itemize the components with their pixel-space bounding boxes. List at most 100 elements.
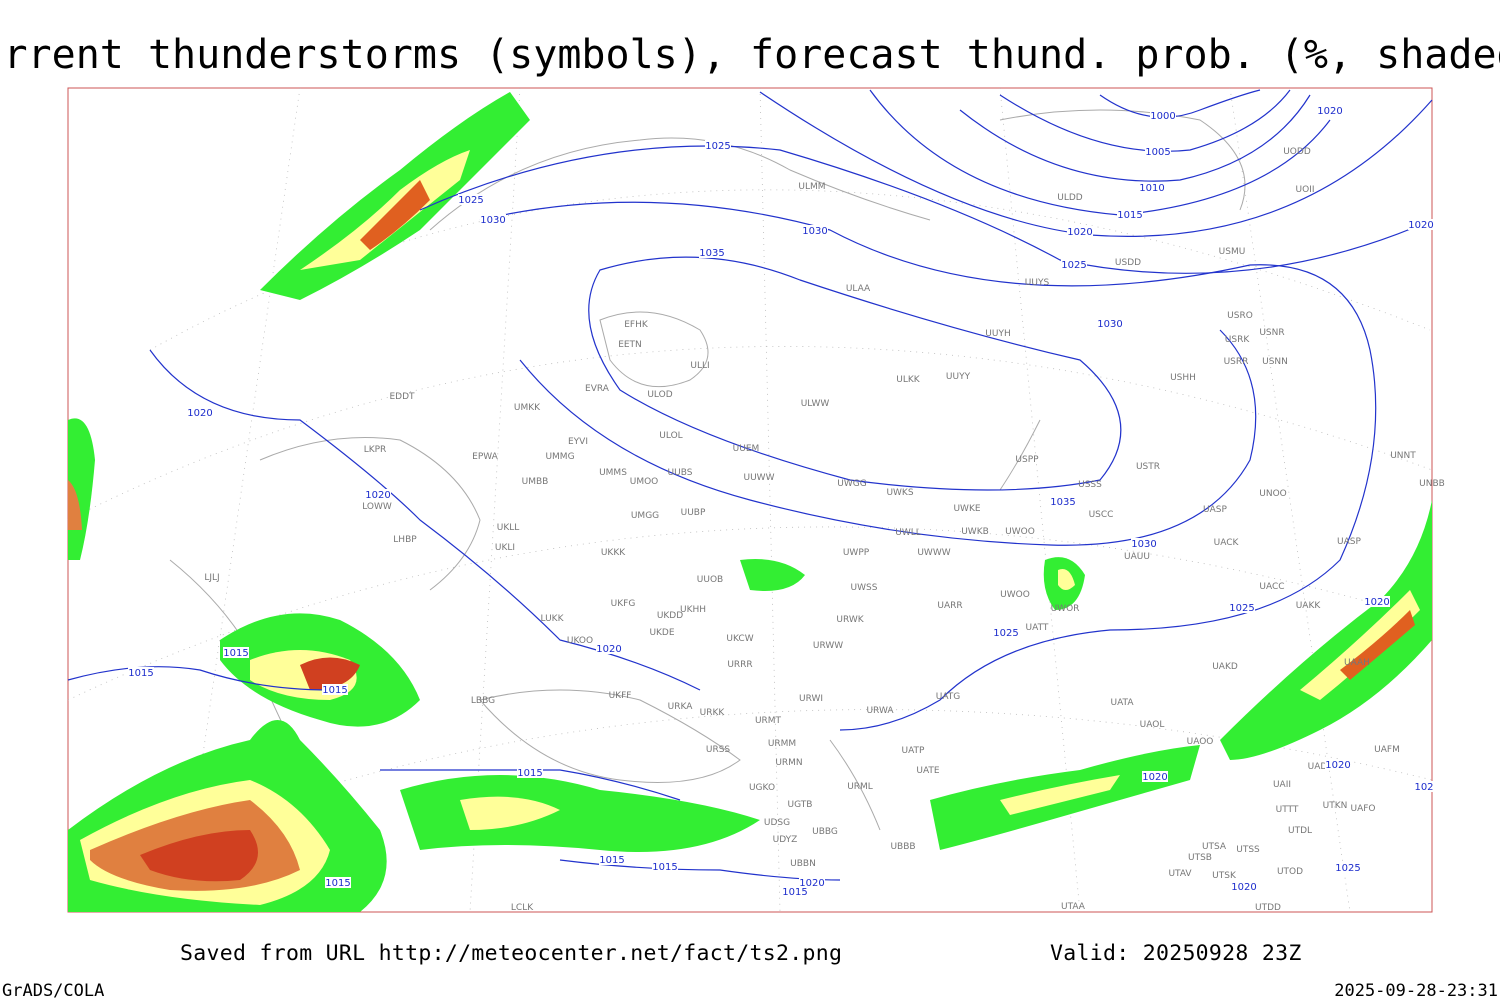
station-label: UNNT	[1390, 451, 1416, 461]
station-label: UKDD	[657, 611, 683, 621]
map-title: Current thunderstorms (symbols), forecas…	[0, 32, 1500, 78]
station-label: UTSB	[1188, 853, 1212, 863]
isobar-label: 1020	[1067, 227, 1092, 238]
saved-url: Saved from URL http://meteocenter.net/fa…	[180, 941, 842, 966]
isobar-label-bg	[596, 643, 622, 654]
station-label: EFHK	[624, 320, 649, 330]
isobar-label-bg	[705, 140, 731, 151]
station-label: UWSS	[851, 583, 878, 593]
station-label: UKCW	[726, 634, 753, 644]
isobar-label: 1025	[458, 195, 483, 206]
thunderstorm-shading	[68, 92, 1432, 912]
station-label: UTSS	[1236, 845, 1260, 855]
station-label: UACK	[1214, 538, 1240, 548]
station-label: UMMS	[599, 468, 627, 478]
station-label: UTDL	[1288, 826, 1312, 836]
station-label: ULLI	[690, 361, 709, 371]
isobar-label-bg	[1325, 759, 1351, 770]
station-label: UKFG	[611, 599, 636, 609]
isobar-label-bg	[1229, 602, 1255, 613]
isobar-label-bg	[128, 667, 154, 678]
isobar-label: 1035	[699, 248, 724, 259]
timestamp: 2025-09-28-23:31	[1334, 981, 1498, 1000]
isobar-label-bg	[1408, 219, 1434, 230]
station-label: UUWW	[744, 473, 775, 483]
isobar-label: 1015	[782, 887, 807, 898]
station-label: UTOD	[1277, 867, 1303, 877]
station-label: LUKK	[541, 614, 565, 624]
isobar-label-bg	[1335, 862, 1361, 873]
station-label: ULMM	[798, 182, 825, 192]
station-label: UMBB	[522, 477, 549, 487]
station-label: USTR	[1136, 462, 1160, 472]
station-label: UGTB	[788, 800, 813, 810]
isobar-label: 1030	[480, 215, 505, 226]
station-label: UAUU	[1124, 552, 1150, 562]
isobar-label-bg	[325, 877, 351, 888]
isobar-label-bg	[1067, 226, 1093, 237]
station-label: UATT	[1026, 623, 1049, 633]
isobar-label: 1020	[596, 644, 621, 655]
station-label: URWA	[866, 706, 894, 716]
isobar-label: 1015	[128, 668, 153, 679]
isobar-label-bg	[802, 225, 828, 236]
station-label: USCC	[1089, 510, 1114, 520]
isobar-label-bg	[458, 194, 484, 205]
station-label: UAAH	[1344, 658, 1370, 668]
isobar-label: 1025	[705, 141, 730, 152]
station-label: URML	[847, 782, 873, 792]
station-label: UWOO	[1005, 527, 1035, 537]
station-label: UWPP	[843, 548, 870, 558]
isobar-label-bg	[1411, 781, 1437, 792]
isobar-label-bg	[480, 214, 506, 225]
station-label: UADL	[1308, 762, 1333, 772]
isobar-label-bg	[223, 647, 249, 658]
station-label: UNOO	[1259, 489, 1287, 499]
station-label: URKA	[668, 702, 694, 712]
station-label: URRR	[727, 660, 752, 670]
station-label: UWLL	[895, 528, 921, 538]
isobar-label: 1020	[799, 878, 824, 889]
station-label: UTTT	[1276, 805, 1299, 815]
station-label: URWK	[836, 615, 864, 625]
station-label: UKKK	[601, 548, 626, 558]
map-area: ULDD UOII UODD USMU USDD UUYS ULAA ULMM EFHK EETN…	[67, 87, 1445, 913]
map-labels: ULDD UOII UODD USMU USDD UUYS ULAA ULMM EFHK EETN…	[128, 105, 1445, 913]
station-label: UWOR	[1051, 604, 1080, 614]
station-label: LKPR	[364, 445, 387, 455]
isobar-label: 1000	[1150, 111, 1175, 122]
station-label: UACC	[1259, 582, 1284, 592]
station-label: USDD	[1115, 258, 1141, 268]
station-label: UBBG	[812, 827, 838, 837]
isobar-label: 1020	[1325, 760, 1350, 771]
station-label: UWKE	[953, 504, 980, 514]
isobar-label-bg	[1142, 771, 1168, 782]
station-label: UTDD	[1255, 903, 1281, 913]
station-label: EETN	[618, 340, 642, 350]
isobar-label-bg	[1150, 110, 1176, 121]
station-label: USMU	[1219, 247, 1246, 257]
station-label: UAKK	[1296, 601, 1322, 611]
station-label: UWWW	[917, 548, 950, 558]
station-label: ULOL	[659, 431, 682, 441]
isobar-label: 102	[1414, 782, 1433, 793]
station-label: LJLJ	[204, 573, 219, 583]
station-label: URMN	[775, 758, 802, 768]
isobar-label-bg	[699, 247, 725, 258]
station-label: UUYS	[1025, 278, 1050, 288]
station-label: USRK	[1225, 335, 1251, 345]
isobar-label: 1025	[1335, 863, 1360, 874]
station-label: UKLI	[495, 543, 515, 553]
station-label: UKHH	[680, 605, 706, 615]
isobar-label-bg	[517, 767, 543, 778]
station-label: UKDE	[649, 628, 674, 638]
isobar-label: 1020	[1231, 882, 1256, 893]
isobar-label-bg	[187, 407, 213, 418]
station-label: UTKN	[1323, 801, 1348, 811]
station-label: UMKK	[514, 403, 541, 413]
station-label: ULOD	[647, 390, 672, 400]
station-label: USRO	[1227, 311, 1253, 321]
isobar-label-bg	[365, 489, 391, 500]
isobar-label-bg	[1097, 318, 1123, 329]
station-label: UUBP	[681, 508, 706, 518]
